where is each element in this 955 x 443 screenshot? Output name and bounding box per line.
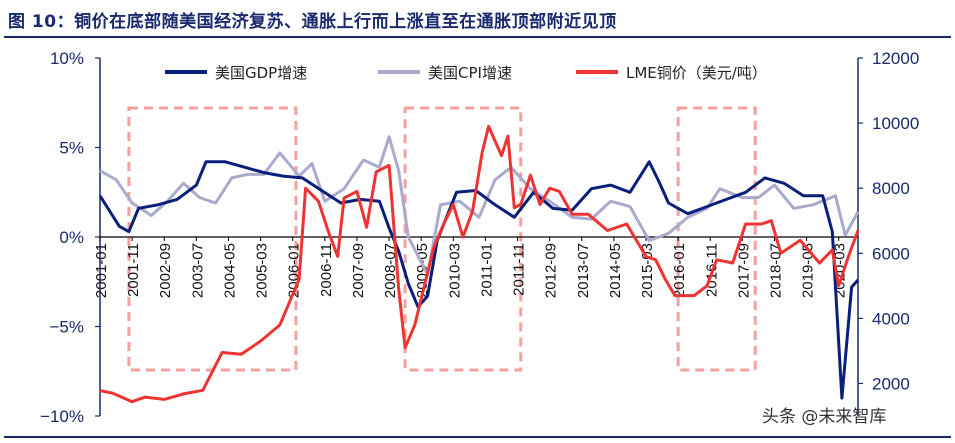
right-tick-label: 2000 <box>872 374 910 393</box>
left-tick-label: 10% <box>50 49 84 68</box>
bottom-rule <box>4 436 951 438</box>
x-tick-label: 2012-09 <box>543 243 560 298</box>
x-tick-label: 2007-09 <box>350 243 367 298</box>
highlight-box-2 <box>403 106 523 372</box>
x-tick-label: 2006-11 <box>318 243 335 297</box>
x-tick-label: 2011-01 <box>478 243 495 297</box>
right-tick-label: 10000 <box>872 114 919 133</box>
left-tick-label: −10% <box>40 407 84 426</box>
x-tick-label: 2013-07 <box>575 243 592 298</box>
x-tick-label: 2002-09 <box>157 243 174 298</box>
legend-label-2: 美国CPI增速 <box>428 64 512 82</box>
lme-series-line <box>99 124 860 404</box>
x-tick-label: 2011-11 <box>511 243 528 296</box>
x-tick-label: 2017-09 <box>735 243 752 298</box>
x-tick-label: 2015-03 <box>639 243 656 298</box>
left-tick-label: −5% <box>50 318 85 337</box>
legend-label-1: 美国GDP增速 <box>215 64 307 82</box>
left-tick-label: 0% <box>59 228 84 247</box>
x-tick-label: 2018-07 <box>767 243 784 298</box>
x-tick-label: 2010-03 <box>446 243 463 298</box>
title-bar: 图 10：铜价在底部随美国经济复苏、通胀上行而上涨直至在通胀顶部附近见顶 <box>0 0 955 38</box>
right-tick-label: 4000 <box>872 309 910 328</box>
x-tick-label: 2014-05 <box>607 243 624 298</box>
x-tick-label: 2004-05 <box>221 243 238 298</box>
right-tick-label: 12000 <box>872 49 919 68</box>
watermark: 头条 @未来智库 <box>762 407 887 427</box>
x-tick-label: 2005-03 <box>254 243 271 298</box>
cpi-series-line <box>99 135 860 277</box>
legend-label-3: LME铜价（美元/吨） <box>626 64 767 82</box>
chart-title: 图 10：铜价在底部随美国经济复苏、通胀上行而上涨直至在通胀顶部附近见顶 <box>8 12 617 32</box>
title-rule <box>4 36 951 38</box>
right-tick-label: 6000 <box>872 244 910 263</box>
x-tick-label: 2001-01 <box>93 243 110 298</box>
x-tick-label: 2016-01 <box>671 243 688 298</box>
highlight-box-3 <box>676 106 757 372</box>
x-tick-label: 2001-11 <box>125 243 142 297</box>
right-tick-label: 8000 <box>872 179 910 198</box>
gdp-series-line <box>98 160 860 400</box>
x-tick-label: 2003-07 <box>189 243 206 298</box>
left-tick-label: 5% <box>59 139 84 158</box>
